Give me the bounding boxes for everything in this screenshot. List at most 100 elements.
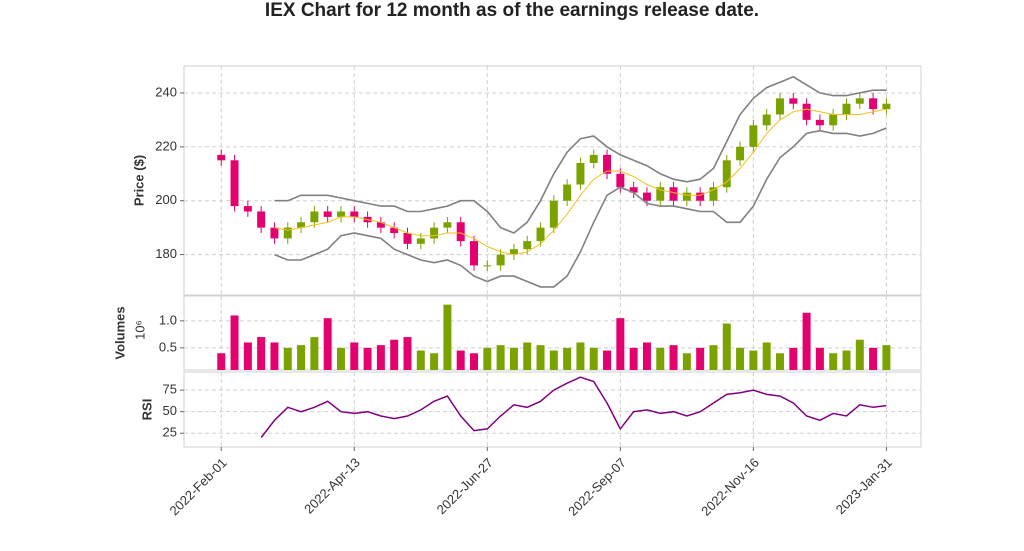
line	[260, 376, 887, 438]
volume-bar	[669, 345, 678, 370]
volume-bar	[549, 350, 558, 370]
volume-bar	[749, 350, 758, 370]
candle-body	[775, 98, 784, 115]
panel-frame	[183, 65, 922, 296]
candle-body	[217, 154, 226, 161]
x-tick-label: 2022-Apr-13	[301, 455, 363, 517]
x-tick-label: 2022-Jun-27	[434, 455, 496, 517]
volume-bar	[775, 353, 784, 370]
y-offset-label: 10⁶	[132, 320, 147, 340]
volume-bar	[855, 339, 864, 370]
y-tick-label: 25	[163, 425, 177, 440]
candle-body	[323, 211, 332, 217]
volume-bar	[443, 304, 452, 370]
candle-body	[257, 211, 266, 228]
candle-body	[629, 187, 638, 193]
candle-body	[416, 238, 425, 244]
volume-bar	[376, 345, 385, 370]
y-tick-label: 180	[155, 246, 177, 261]
candle-body	[443, 222, 452, 228]
candle-body	[869, 98, 878, 110]
candle-body	[243, 206, 252, 212]
volume-bar	[323, 318, 332, 370]
volume-bar	[350, 342, 359, 370]
volume-bar	[682, 353, 691, 370]
x-tick-label: 2022-Feb-01	[167, 455, 230, 518]
volume-bar	[310, 337, 319, 370]
volume-bar	[230, 315, 239, 370]
x-tick-label: 2022-Sep-07	[565, 455, 629, 519]
candle-body	[336, 211, 345, 217]
volume-bar	[523, 342, 532, 370]
y-tick-label: 50	[163, 403, 177, 418]
volume-bar	[270, 342, 279, 370]
y-tick-label: 1.0	[159, 312, 177, 327]
volume-bar	[243, 342, 252, 370]
candle-body	[855, 98, 864, 104]
volume-bar	[656, 347, 665, 370]
line	[274, 75, 887, 234]
volume-bar	[390, 339, 399, 370]
candle-body	[829, 114, 838, 126]
candle-body	[802, 103, 811, 120]
volume-bar	[576, 342, 585, 370]
candle-body	[403, 233, 412, 244]
candle-body	[563, 184, 572, 201]
volume-bar	[430, 353, 439, 370]
line	[274, 108, 887, 256]
candle-body	[310, 211, 319, 223]
candle-body	[230, 160, 239, 207]
candle-body	[483, 265, 492, 267]
volume-bar	[563, 347, 572, 370]
candle-body	[642, 192, 651, 201]
volume-bar	[722, 323, 731, 370]
volume-bar	[363, 347, 372, 370]
x-tick-label: 2022-Nov-16	[698, 455, 762, 519]
candle-body	[815, 119, 824, 126]
candle-body	[536, 227, 545, 242]
candle-body	[762, 114, 771, 126]
candle-body	[696, 192, 705, 201]
candle-body	[669, 187, 678, 201]
volume-bar	[815, 347, 824, 370]
volume-bar	[509, 347, 518, 370]
volume-bar	[470, 353, 479, 370]
volume-bar	[536, 345, 545, 370]
candle-body	[842, 103, 851, 115]
candle-body	[509, 249, 518, 255]
volume-bar	[642, 342, 651, 370]
candle-body	[549, 200, 558, 228]
y-axis-label: Price ($)	[131, 155, 146, 206]
candle-body	[709, 187, 718, 201]
x-tick-label: 2023-Jan-31	[833, 455, 895, 517]
candle-body	[270, 227, 279, 239]
candle-body	[656, 187, 665, 201]
volume-bar	[456, 350, 465, 370]
candle-body	[749, 125, 758, 147]
volume-bar	[882, 345, 891, 370]
volume-bar	[496, 345, 505, 370]
candle-body	[283, 227, 292, 239]
candle-body	[616, 173, 625, 188]
candle-body	[470, 241, 479, 266]
y-axis-label: Volumes	[112, 306, 127, 359]
y-tick-label: 75	[163, 382, 177, 397]
volume-bar	[297, 345, 306, 370]
y-tick-label: 200	[155, 192, 177, 207]
volume-bar	[736, 347, 745, 370]
volume-bar	[869, 347, 878, 370]
candle-body	[722, 160, 731, 188]
volume-bar	[696, 347, 705, 370]
candle-body	[430, 227, 439, 239]
candle-body	[589, 154, 598, 163]
candle-body	[736, 146, 745, 161]
candle-body	[456, 222, 465, 242]
y-axis-label: RSI	[139, 399, 154, 421]
volume-bar	[257, 337, 266, 370]
candle-body	[603, 154, 612, 174]
candle-body	[682, 192, 691, 201]
candle-body	[523, 241, 532, 250]
candle-body	[390, 227, 399, 234]
volume-bar	[589, 347, 598, 370]
